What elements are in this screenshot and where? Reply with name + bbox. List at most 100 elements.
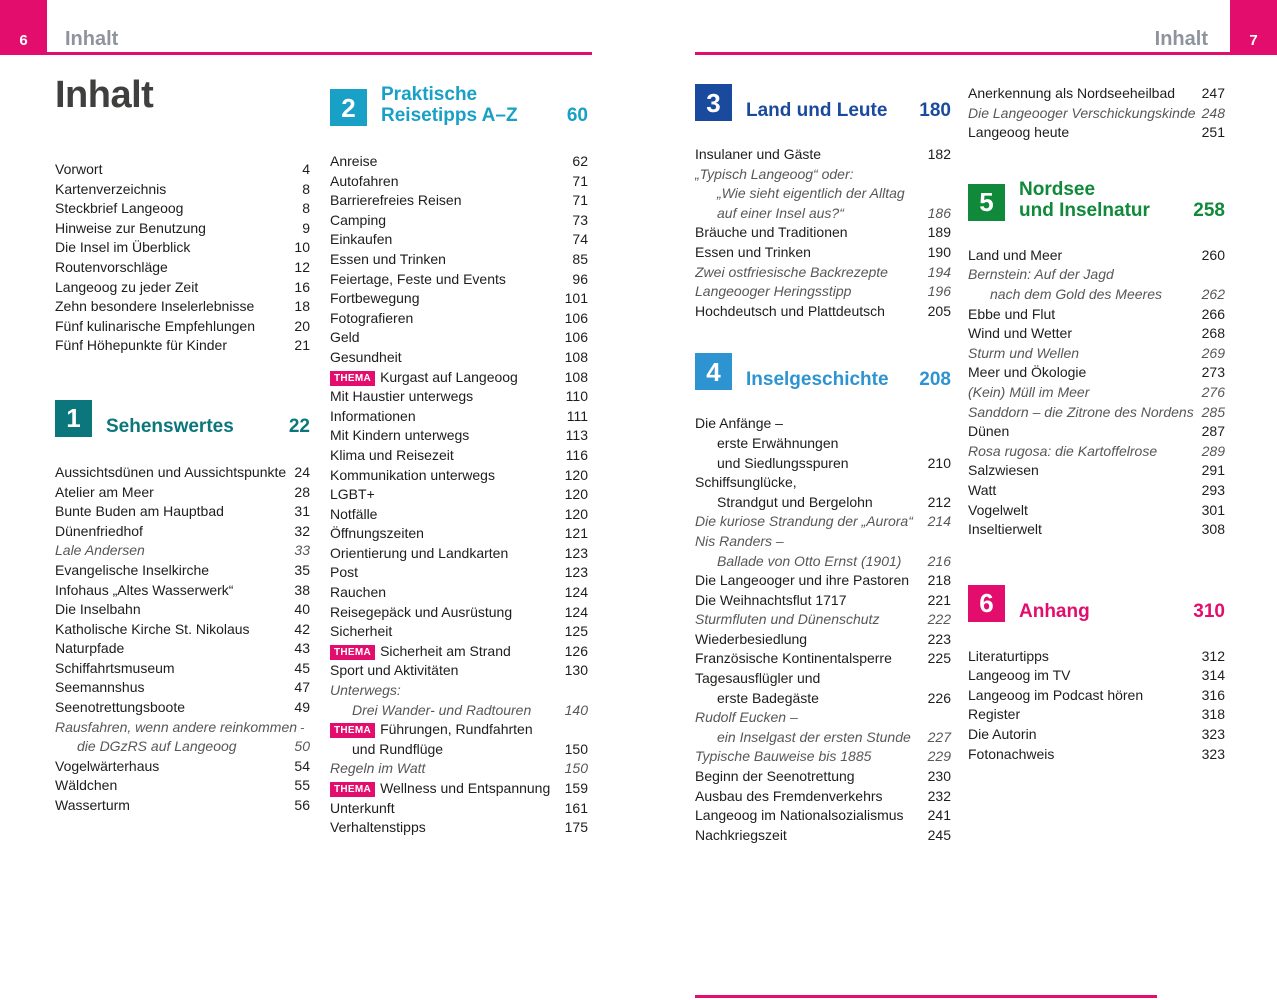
toc-entry-label: Langeoog im Podcast hören [968,686,1144,703]
toc-entry-label: THEMA Kurgast auf Langeoog [330,368,559,388]
toc-entry-page: 222 [927,611,951,628]
toc-entry-page: 125 [564,623,588,640]
toc-entry-label: Schiffsunglücke, [695,474,797,491]
toc-entry: Wind und Wetter 268 [968,324,1225,344]
section-number-box: 3 [695,84,732,121]
toc-entry: Fünf Höhepunkte für Kinder 21 [55,336,310,356]
toc-entry: Seemannshus 47 [55,678,310,698]
toc-entry-page: 216 [927,552,951,569]
toc-entry-label: Informationen [330,407,416,424]
toc-entry: Land und Meer 260 [968,246,1225,266]
toc-entry-label: Land und Meer [968,246,1063,263]
section-page-number: 22 [288,415,310,437]
left-page-column-1: Inhalt Vorwort 4 Kartenverzeichnis 8 Steckbr… [55,74,310,816]
toc-entry-label: Bernstein: Auf der Jagd [968,266,1114,283]
toc-entry-page: 221 [927,591,951,608]
toc-entry: Die Anfänge – [695,414,951,434]
toc-entry-label: Französische Kontinentalsperre [695,650,892,667]
section-header: 4 Inselgeschichte 208 [695,353,951,391]
toc-list: Anreise 62 Autofahren 71 Barrierefreies Reis… [330,152,588,838]
toc-entry: Fotonachweis 323 [968,745,1225,765]
toc-entry-label: Register [968,706,1021,723]
page-title: Inhalt [55,74,154,116]
toc-entry-page: 10 [294,239,310,256]
toc-entry-page: 31 [294,503,310,520]
section-header: 2 Praktische Reisetipps A–Z 60 [330,84,588,126]
toc-entry: Langeoog im Nationalsozialismus 241 [695,806,951,826]
toc-entry-label: Die kuriose Strandung der „Aurora“ [695,513,913,530]
toc-entry-label: THEMA Wellness und Entspannung [330,779,559,799]
toc-entry: THEMA Kurgast auf Langeoog 108 [330,368,588,388]
toc-entry-page: 226 [927,689,951,706]
toc-entry-page: 161 [564,799,588,816]
toc-entry: Unterwegs: [330,681,588,701]
thema-badge: THEMA [330,370,376,386]
toc-entry: Typische Bauweise bis 1885 229 [695,747,951,767]
toc-entry-page: 28 [294,483,310,500]
toc-entry-label: Typische Bauweise bis 1885 [695,748,872,765]
section-number-box: 1 [55,399,92,437]
toc-entry-label: Rudolf Eucken – [695,709,798,726]
toc-list: Anerkennung als Nordseeheilbad 247 Die Lan… [968,84,1225,143]
toc-entry-label: Fünf Höhepunkte für Kinder [55,337,227,354]
toc-entry-label: Autofahren [330,172,399,189]
toc-entry-page: 291 [1201,462,1225,479]
toc-entry: Klima und Reisezeit 116 [330,446,588,466]
toc-entry-page: 230 [927,768,951,785]
toc-entry: Wäldchen 55 [55,776,310,796]
toc-entry: Fünf kulinarische Empfehlungen 20 [55,317,310,337]
toc-entry-label: Langeoog im TV [968,667,1071,684]
toc-entry-label: Mit Haustier unterwegs [330,388,474,405]
toc-entry-label: Reisegepäck und Ausrüstung [330,603,513,620]
toc-entry: Gesundheit 108 [330,348,588,368]
toc-entry: Steckbrief Langeoog 8 [55,199,310,219]
toc-entry: und Rundflüge 150 [330,740,588,760]
toc-entry-page: 130 [564,662,588,679]
toc-entry-page: 16 [294,278,310,295]
toc-entry-label: ein Inselgast der ersten Stunde [717,728,911,745]
toc-entry-label: Die Langeooger Verschickungskinder [968,104,1196,121]
toc-entry-page: 56 [294,797,310,814]
toc-entry-label: THEMA Führungen, Rundfahrten [330,720,582,740]
toc-entry-page: 40 [294,601,310,618]
toc-entry: Camping 73 [330,211,588,231]
toc-entry-label: Ebbe und Flut [968,305,1056,322]
section-number: 3 [706,87,721,118]
toc-entry-label: Naturpfade [55,640,125,657]
toc-entry-page: 301 [1201,501,1225,518]
toc-entry-page: 225 [927,650,951,667]
toc-entry-label: Langeoog heute [968,124,1070,141]
toc-entry-label: Dünen [968,423,1010,440]
toc-entry-label: Die Insel im Überblick [55,239,191,256]
toc-entry: Routenvorschläge 12 [55,258,310,278]
toc-entry: Feiertage, Feste und Events 96 [330,270,588,290]
toc-entry-page: 268 [1201,325,1225,342]
section-title: Inselgeschichte [746,369,889,391]
toc-entry: Langeoog im Podcast hören 316 [968,686,1225,706]
section-number: 5 [979,187,994,218]
toc-entry: Anreise 62 [330,152,588,172]
toc-entry: Wasserturm 56 [55,796,310,816]
toc-entry: Rauchen 124 [330,583,588,603]
toc-entry: Rausfahren, wenn andere reinkommen – [55,718,310,738]
toc-entry-label: Inseltierwelt [968,521,1042,538]
section-header: 6 Anhang 310 [968,584,1225,622]
toc-entry-page: 289 [1201,442,1225,459]
toc-entry-label: Einkaufen [330,231,393,248]
toc-entry: Wiederbesiedlung 223 [695,630,951,650]
toc-entry: Sport und Aktivitäten 130 [330,661,588,681]
toc-entry: Katholische Kirche St. Nikolaus 42 [55,620,310,640]
toc-entry-page: 47 [294,679,310,696]
section-number-box: 2 [330,89,367,126]
toc-entry-page: 248 [1201,104,1225,121]
section-title: Nordsee und Inselnatur [1019,178,1150,221]
thema-badge: THEMA [330,723,376,739]
toc-entry-label: Unterwegs: [330,682,401,699]
toc-entry: Seenotrettungsboote 49 [55,698,310,718]
toc-entry: Lale Andersen 33 [55,541,310,561]
thema-badge: THEMA [330,782,376,797]
toc-entry-label: Orientierung und Landkarten [330,544,509,561]
toc-entry-page: 314 [1201,667,1225,684]
toc-entry-page: 241 [927,807,951,824]
toc-entry-page: 73 [572,211,588,228]
